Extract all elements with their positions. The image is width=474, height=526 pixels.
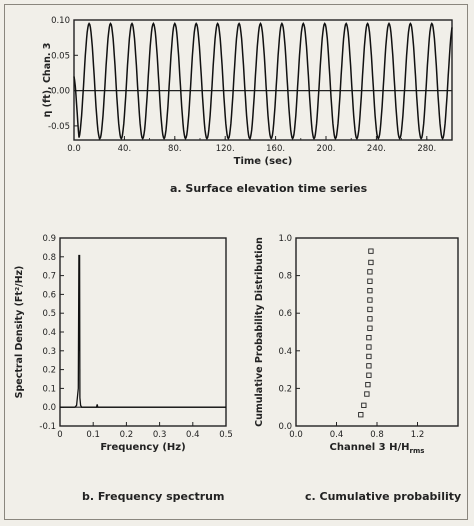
cumulative-probability-y-axis-label: Cumulative Probability Distribution (254, 237, 265, 427)
time-series-x-axis-label: Time (sec) (234, 156, 293, 167)
time-series-y-tick-label: 0.10 (51, 16, 70, 26)
time-series-y-axis-label: η (ft), Chan. 3 (42, 43, 53, 118)
cumulative-probability-x-tick-label: 0.4 (330, 430, 344, 440)
frequency-spectrum-x-tick-label: 0.5 (219, 430, 233, 440)
cumulative-probability-point (366, 363, 372, 369)
cumulative-probability-x-axis-label-subscript: rms (410, 447, 425, 455)
frequency-spectrum-x-tick-label: 0 (57, 430, 62, 440)
frequency-spectrum-y-tick-label: 0.3 (42, 347, 56, 357)
frequency-spectrum-y-tick-label: 0.6 (42, 290, 56, 300)
cumulative-probability-point (358, 412, 364, 418)
cumulative-probability-plot-frame (295, 237, 459, 427)
time-series-x-tick-label: 80. (168, 144, 182, 154)
frequency-spectrum-y-tick-label: 0.1 (42, 384, 56, 394)
cumulative-probability-y-tick-label: 0.8 (278, 272, 292, 282)
time-series-x-tick-label: 120. (216, 144, 235, 154)
cumulative-probability-point (367, 297, 373, 303)
cumulative-probability-x-tick-label: 0.0 (289, 430, 303, 440)
frequency-spectrum-plot-frame (59, 237, 227, 427)
frequency-spectrum-y-tick-label: 0.4 (42, 328, 56, 338)
cumulative-probability-y-tick-label: 0.6 (278, 309, 292, 319)
frequency-spectrum-x-tick-label: 0.4 (186, 430, 200, 440)
caption-cumulative-probability: c. Cumulative probability (305, 490, 462, 503)
frequency-spectrum-y-tick-label: 0.9 (42, 234, 56, 244)
cumulative-probability-x-tick-label: 0.8 (370, 430, 384, 440)
frequency-spectrum-y-tick-label: 0.5 (42, 309, 56, 319)
frequency-spectrum-x-tick-label: 0.3 (153, 430, 167, 440)
cumulative-probability-point (367, 306, 373, 313)
time-series-x-tick-label: 160. (266, 144, 285, 154)
cumulative-probability-y-tick-label: 1.0 (278, 234, 292, 244)
frequency-spectrum-x-tick-label: 0.2 (120, 430, 134, 440)
frequency-spectrum-line (60, 254, 226, 408)
time-series-x-tick-label: 200. (317, 144, 336, 154)
time-series-y-tick-label: 0.05 (51, 51, 70, 61)
frequency-spectrum-x-tick-label: 0.1 (86, 430, 100, 440)
frequency-spectrum-y-tick-label: -0.1 (39, 422, 56, 432)
frequency-spectrum-y-tick-label: 0.2 (42, 366, 56, 376)
cumulative-probability-x-axis-label: Channel 3 H/Hrms (330, 442, 425, 455)
cumulative-probability-point (366, 372, 372, 378)
cumulative-probability-point (367, 269, 373, 275)
cumulative-probability-point (366, 353, 372, 360)
cumulative-probability-point (366, 334, 372, 341)
frequency-spectrum-x-axis-label: Frequency (Hz) (100, 442, 185, 453)
time-series-y-tick-label: -0.05 (48, 122, 70, 132)
cumulative-probability-point (365, 381, 371, 388)
cumulative-probability-y-tick-label: 0.4 (278, 347, 292, 357)
cumulative-probability-point (368, 248, 374, 254)
frequency-spectrum-y-tick-label: 0.0 (42, 403, 56, 413)
time-series-x-tick-label: 280. (417, 144, 436, 154)
time-series-wave-line (73, 22, 453, 141)
time-series-y-tick-label: 0.00 (51, 87, 70, 97)
cumulative-probability-x-tick-label: 1.2 (411, 430, 425, 440)
caption-frequency-spectrum: b. Frequency spectrum (82, 490, 225, 503)
cumulative-probability-point (367, 316, 373, 322)
cumulative-probability-point (361, 402, 367, 408)
frequency-spectrum-y-tick-label: 0.8 (42, 253, 56, 263)
time-series-x-tick-label: 40. (118, 144, 132, 154)
cumulative-probability-point (367, 278, 373, 284)
cumulative-probability-y-tick-label: 0.0 (278, 422, 292, 432)
cumulative-probability-point (368, 259, 374, 266)
time-series-x-tick-label: 240. (367, 144, 386, 154)
frequency-spectrum-y-tick-label: 0.7 (42, 272, 56, 282)
figure-frame (4, 4, 468, 520)
caption-time-series: a. Surface elevation time series (170, 182, 368, 195)
cumulative-probability-point (367, 287, 373, 294)
time-series-x-tick-label: 0.0 (67, 144, 81, 154)
cumulative-probability-point (366, 344, 372, 350)
cumulative-probability-y-tick-label: 0.2 (278, 384, 292, 394)
cumulative-probability-point (367, 325, 373, 331)
frequency-spectrum-y-axis-label: Spectral Density (Ft²/Hz) (14, 266, 25, 399)
cumulative-probability-point (364, 391, 370, 397)
